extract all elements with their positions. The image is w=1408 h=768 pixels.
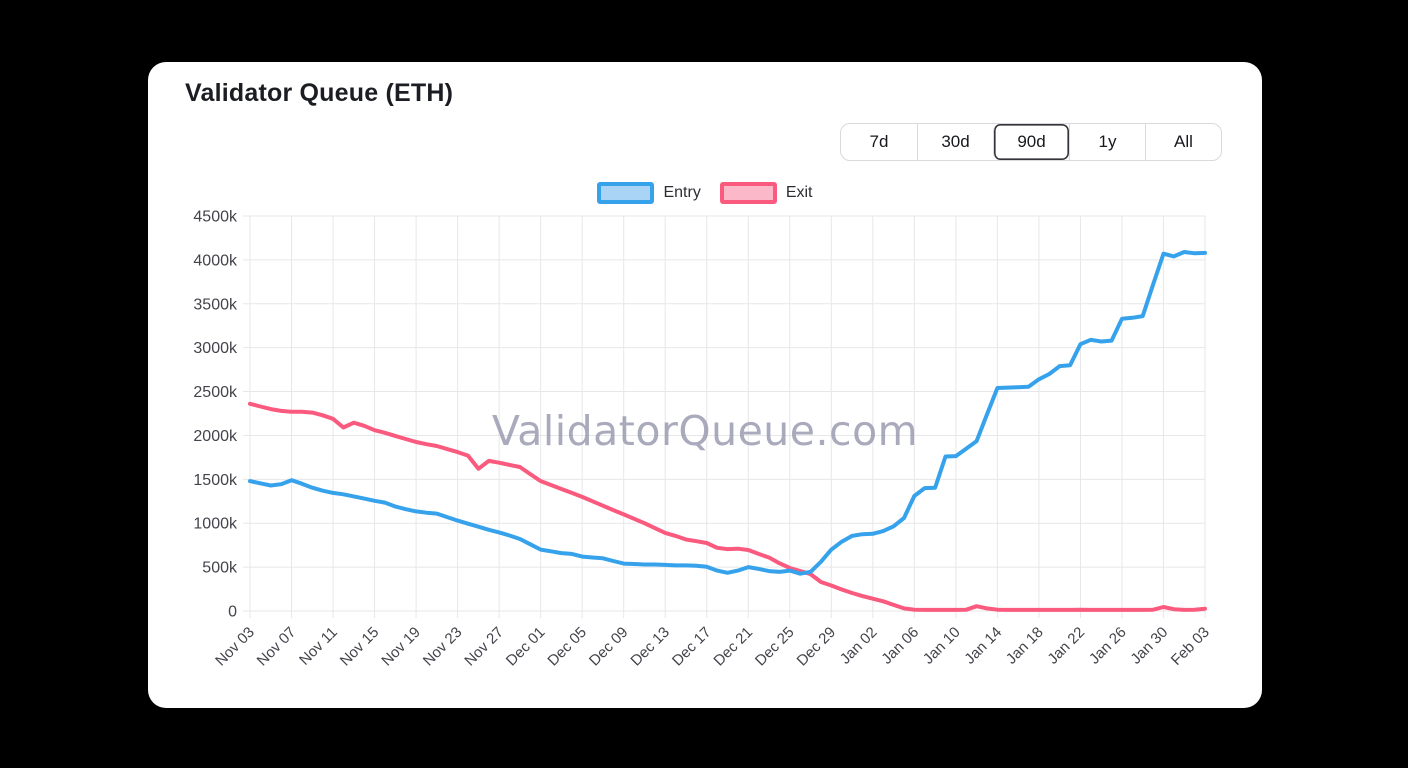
y-axis-tick-label: 4500k — [193, 209, 238, 226]
x-axis-tick-label: Jan 22 — [1044, 624, 1088, 668]
entry-legend-label: Entry — [663, 184, 701, 201]
x-axis-tick-label: Dec 21 — [710, 624, 756, 670]
y-axis-tick-label: 4000k — [193, 252, 238, 269]
y-axis-tick-label: 2500k — [193, 384, 238, 401]
watermark: ValidatorQueue.com — [491, 407, 919, 455]
y-axis-tick-label: 3000k — [193, 340, 238, 357]
chart-legend: Entry Exit — [148, 182, 1262, 204]
x-axis-tick-label: Dec 05 — [544, 624, 590, 670]
x-axis-tick-label: Dec 01 — [503, 624, 549, 670]
y-axis-tick-label: 1000k — [193, 516, 238, 533]
x-axis-tick-label: Dec 29 — [794, 624, 840, 670]
x-axis-tick-label: Jan 14 — [961, 624, 1005, 668]
x-axis-tick-label: Nov 19 — [378, 624, 424, 670]
x-axis-tick-label: Jan 18 — [1003, 624, 1047, 668]
x-axis-tick-label: Nov 15 — [337, 624, 383, 670]
x-axis-tick-label: Nov 27 — [461, 624, 507, 670]
x-axis-tick-label: Dec 25 — [752, 624, 798, 670]
exit-legend-swatch — [719, 182, 777, 204]
y-axis-tick-label: 500k — [202, 560, 238, 577]
x-axis-tick-label: Jan 06 — [878, 624, 922, 668]
x-axis-tick-label: Dec 17 — [669, 624, 715, 670]
chart-canvas[interactable]: 0 500k 1000k 1500k 2000k 2500k 3000k 3500k 4000k… — [148, 62, 1262, 708]
x-axis-tick-label: Feb 03 — [1168, 624, 1213, 669]
legend-item-exit[interactable]: Exit — [719, 182, 813, 204]
entry-legend-swatch — [597, 182, 655, 204]
exit-legend-label: Exit — [785, 184, 813, 201]
exit-line — [248, 401, 1207, 612]
x-axis-tick-label: Jan 26 — [1086, 624, 1130, 668]
x-axis-tick-label: Jan 02 — [837, 624, 881, 668]
x-axis-tick-label: Nov 11 — [296, 624, 341, 669]
x-axis-tick-label: Dec 13 — [627, 624, 673, 670]
range-button-7d[interactable]: 7d — [841, 124, 917, 160]
y-axis-tick-label: 3500k — [193, 296, 238, 313]
x-axis-tick-label: Jan 30 — [1127, 624, 1171, 668]
legend-item-entry[interactable]: Entry — [597, 182, 701, 204]
range-button-all[interactable]: All — [1145, 124, 1221, 160]
x-axis-tick-label: Nov 03 — [212, 624, 258, 670]
range-button-90d[interactable]: 90d — [993, 124, 1069, 160]
time-range-selector: 7d 30d 90d 1y All — [840, 123, 1222, 161]
x-axis-tick-label: Jan 10 — [920, 624, 964, 668]
x-axis-tick-label: Dec 09 — [586, 624, 632, 670]
entry-line — [248, 250, 1207, 576]
y-axis-tick-label: 1500k — [193, 472, 238, 489]
y-axis-tick-label: 2000k — [193, 428, 238, 445]
validator-queue-card: Validator Queue (ETH) 7d 30d 90d 1y All … — [148, 62, 1262, 708]
range-button-30d[interactable]: 30d — [917, 124, 993, 160]
page-title: Validator Queue (ETH) — [185, 79, 454, 107]
x-axis-tick-label: Nov 23 — [420, 624, 466, 670]
range-button-1y[interactable]: 1y — [1069, 124, 1145, 160]
y-axis-tick-label: 0 — [228, 604, 237, 621]
x-axis-tick-label: Nov 07 — [254, 624, 300, 670]
